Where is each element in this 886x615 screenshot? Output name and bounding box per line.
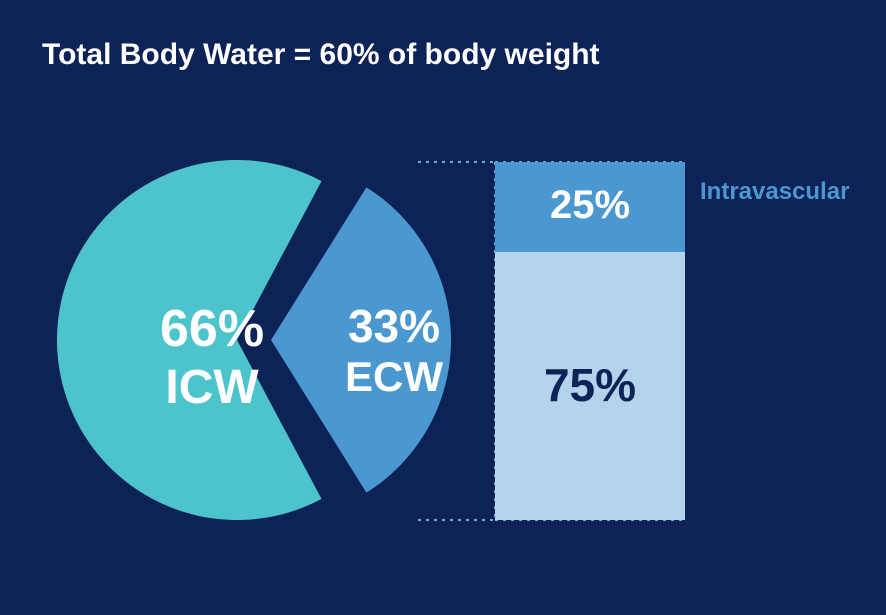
- connector-lines: [0, 0, 886, 615]
- infographic-canvas: Total Body Water = 60% of body weight 66…: [0, 0, 886, 615]
- intravascular-side-label: Intravascular: [700, 178, 849, 206]
- interstitial-percent-label: 75%: [495, 358, 685, 412]
- intravascular-percent-label: 25%: [495, 183, 685, 228]
- interstitial-side-label: Interstitial: [700, 398, 815, 426]
- ecw-breakdown-bar: 25% 75%: [495, 162, 685, 520]
